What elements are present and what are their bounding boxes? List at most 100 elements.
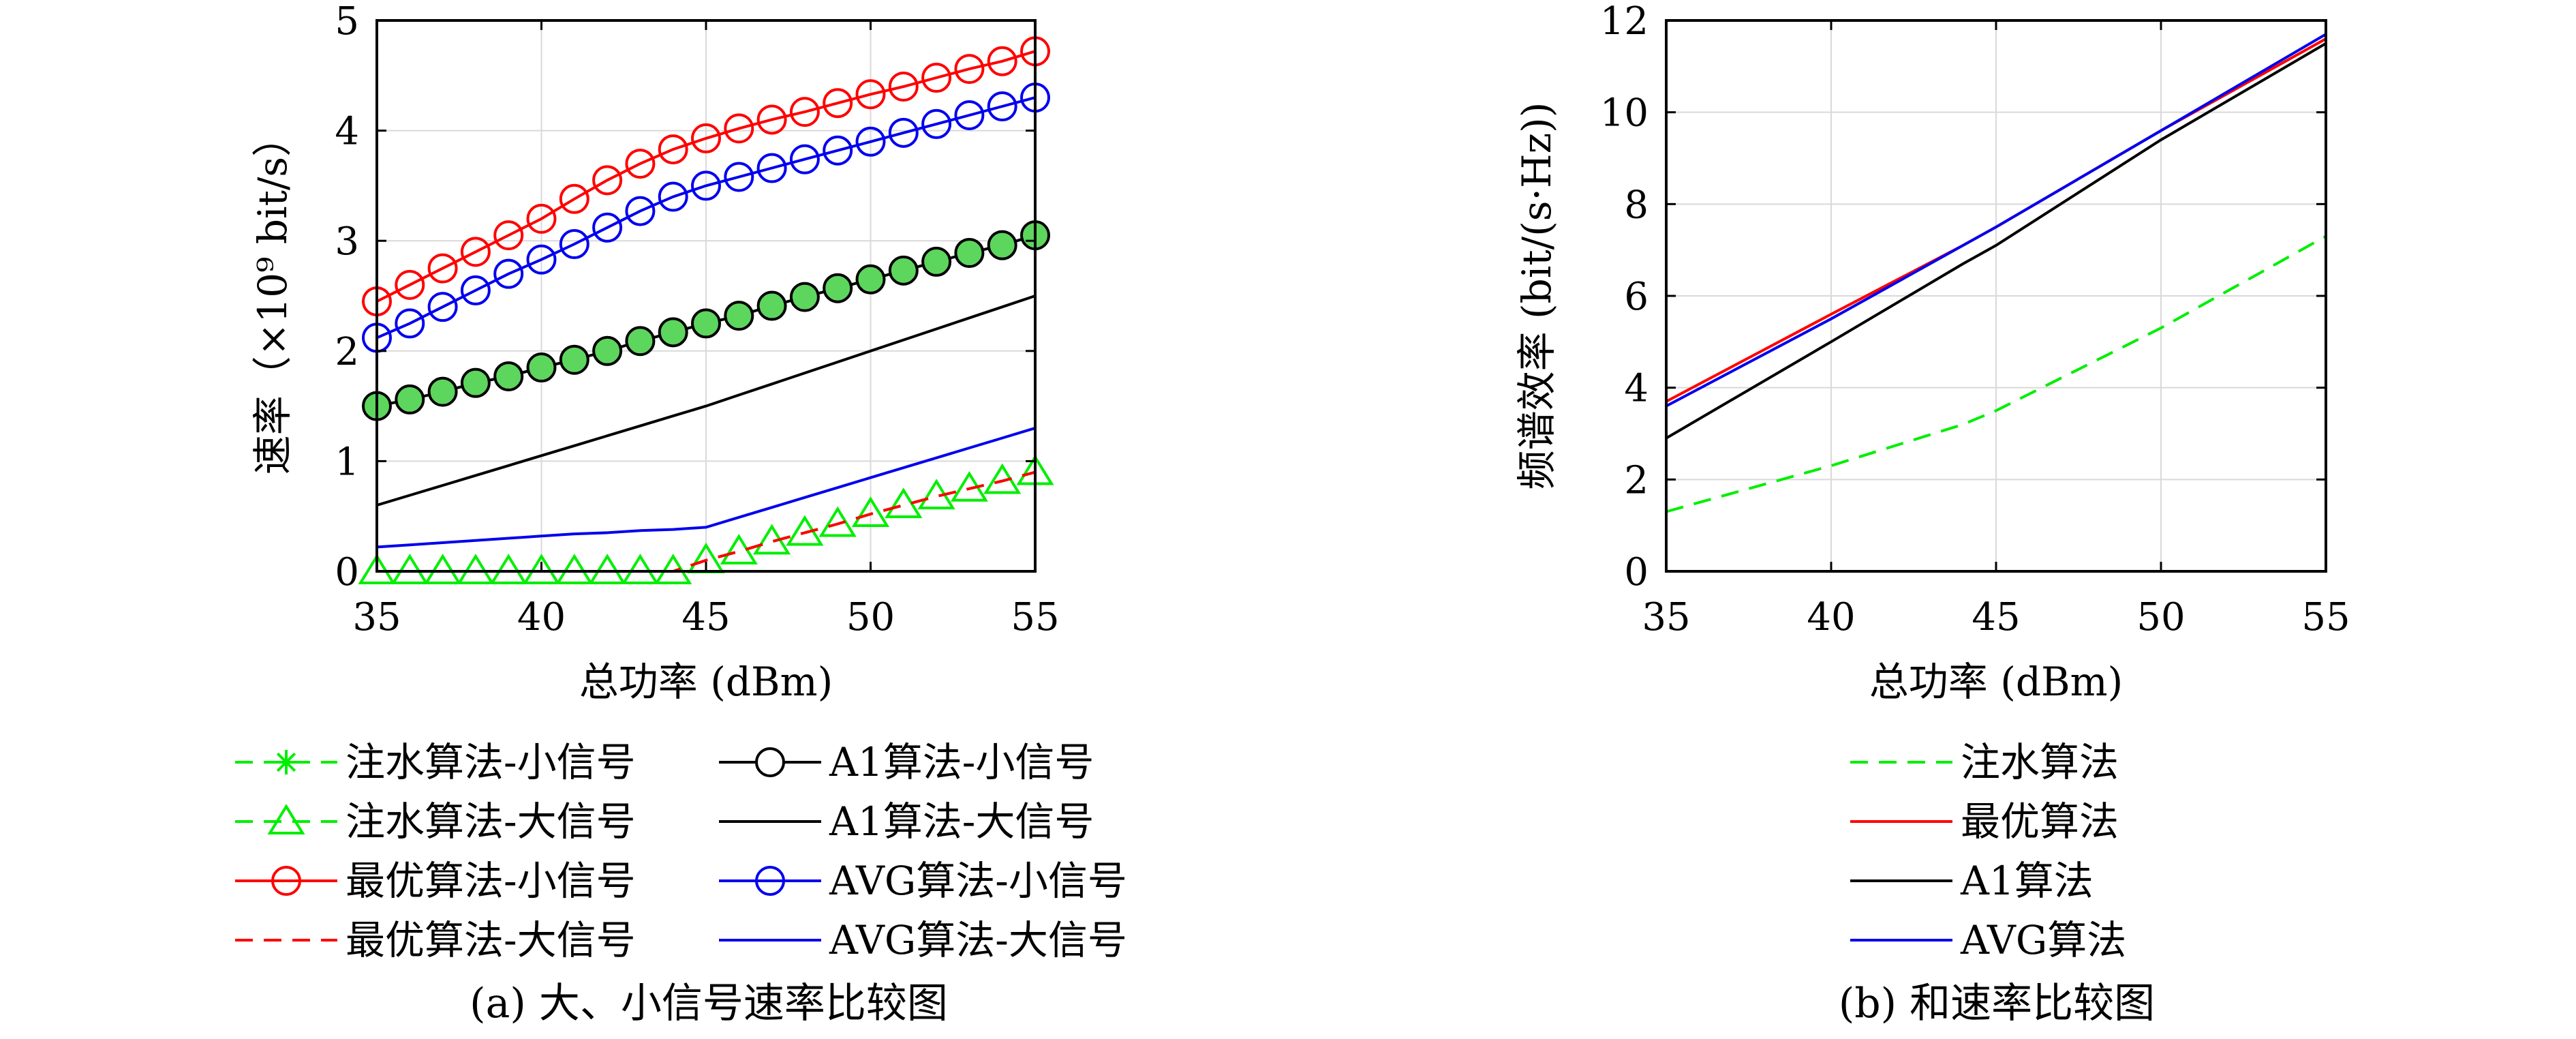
y-axis-label: 频谱效率 (bit/(s·Hz)) (1514, 102, 1560, 490)
y-tick-label: 10 (1600, 91, 1649, 136)
data-point (983, 463, 1022, 494)
data-point (756, 104, 787, 135)
y-tick-label: 5 (335, 0, 359, 44)
data-point (855, 264, 886, 295)
x-axis-label: 总功率 (dBm) (1869, 659, 2123, 705)
legend-label: 最优算法-小信号 (346, 858, 636, 904)
x-tick-label: 45 (681, 595, 730, 639)
data-point-fill (726, 303, 752, 329)
data-point (855, 126, 886, 157)
legend-marker (271, 866, 301, 896)
data-point (756, 290, 787, 321)
data-point (526, 244, 557, 275)
legend-item: AVG算法 (1850, 917, 2126, 963)
data-point-fill (792, 284, 817, 310)
y-tick-label: 12 (1600, 0, 1649, 44)
legend-label: A1算法-大信号 (829, 798, 1094, 845)
data-point (851, 496, 890, 527)
y-tick-label: 8 (1624, 183, 1649, 227)
data-point (888, 255, 919, 286)
data-point (756, 153, 787, 183)
legend-item: 注水算法-大信号 (235, 798, 636, 845)
data-point (888, 71, 919, 102)
legend-item: AVG算法-大信号 (719, 917, 1127, 963)
legend-item: A1算法-小信号 (719, 739, 1094, 785)
data-point (818, 506, 857, 537)
data-point (720, 534, 758, 564)
data-point (559, 183, 589, 214)
data-point-fill (694, 311, 718, 336)
data-point (954, 54, 985, 85)
legend-marker (274, 750, 298, 774)
data-point (424, 554, 462, 584)
legend-item: 最优算法 (1850, 798, 2119, 845)
data-point (724, 301, 754, 331)
legend-label: AVG算法-小信号 (829, 858, 1127, 904)
data-point (395, 308, 425, 339)
data-point (522, 554, 561, 584)
data-point (654, 554, 692, 584)
data-point (954, 237, 985, 268)
legend-label: 最优算法-大信号 (346, 917, 636, 963)
data-point-fill (891, 258, 916, 283)
y-tick-label: 6 (1624, 275, 1649, 319)
data-point-fill (990, 232, 1015, 258)
legend-label: 注水算法-大信号 (346, 798, 636, 845)
data-point (691, 308, 721, 339)
x-axis-label: 总功率 (dBm) (579, 659, 833, 705)
data-point (987, 46, 1017, 76)
series-line (376, 426, 1036, 549)
series-line (1666, 33, 2327, 408)
legend-marker (755, 747, 785, 777)
data-point-fill (496, 363, 521, 389)
y-tick-label: 4 (1624, 367, 1649, 411)
data-point (460, 275, 491, 305)
data-point (555, 554, 594, 584)
legend-label: A1算法-小信号 (829, 739, 1094, 785)
grid (1666, 20, 2327, 572)
series (358, 36, 1054, 584)
data-point (789, 282, 820, 312)
legend-item: A1算法-大信号 (719, 798, 1094, 845)
x-tick-label: 50 (2136, 595, 2185, 639)
data-point-fill (957, 240, 982, 265)
legend-item: 最优算法-小信号 (235, 858, 636, 904)
data-point-fill (562, 347, 587, 372)
data-point (987, 230, 1017, 260)
grid (376, 20, 1036, 572)
data-point (559, 344, 589, 375)
data-point (588, 554, 626, 584)
data-point (427, 376, 458, 407)
y-tick-label: 2 (1624, 458, 1649, 502)
y-tick-label: 4 (335, 110, 359, 154)
data-point-fill (628, 329, 653, 354)
data-point (823, 88, 853, 119)
data-point (526, 203, 557, 234)
data-point (823, 273, 853, 303)
y-tick-label: 0 (1624, 550, 1649, 594)
series-line (1666, 235, 2327, 513)
data-point-fill (463, 370, 488, 395)
y-tick-label: 3 (335, 220, 359, 264)
data-point (691, 123, 721, 153)
legend-label: AVG算法-大信号 (829, 917, 1127, 963)
legend-label: 注水算法 (1961, 739, 2119, 785)
data-point-fill (397, 387, 423, 412)
x-tick-label: 55 (2301, 595, 2350, 639)
series-line (377, 470, 1036, 573)
data-point (724, 162, 754, 192)
data-point-fill (858, 267, 883, 292)
data-point (625, 196, 656, 226)
data-point (855, 79, 886, 110)
legend-label: 注水算法-小信号 (346, 739, 636, 785)
legend-item: AVG算法-小信号 (719, 858, 1127, 904)
x-tick-label: 40 (517, 595, 566, 639)
data-point (789, 144, 820, 175)
y-tick-label: 2 (335, 330, 359, 374)
data-point (921, 63, 952, 93)
data-point (559, 229, 589, 260)
data-point (823, 135, 853, 166)
y-axis-label: 速率（×10⁹ bit/s） (249, 117, 296, 475)
